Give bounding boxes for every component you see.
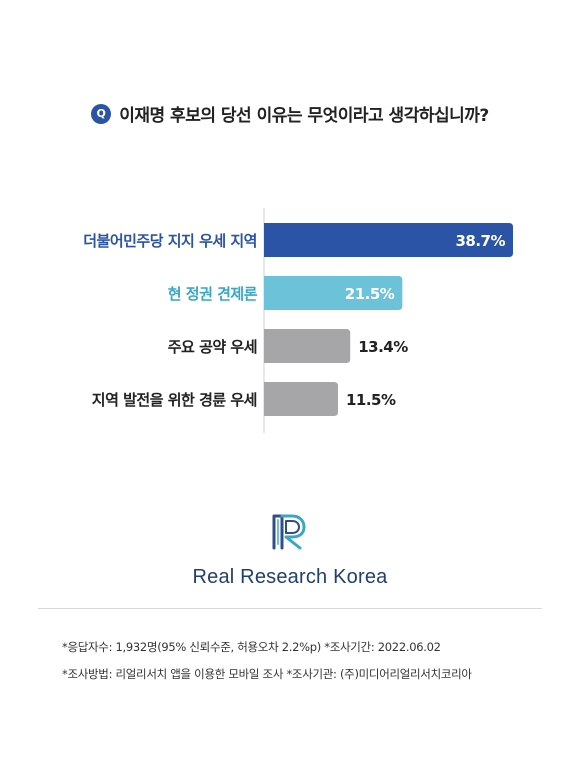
footnote-survey-method: *조사방법: 리얼리서치 앱을 이용한 모바일 조사 *조사기관: (주)미디어… xyxy=(62,667,472,681)
divider xyxy=(38,608,542,609)
value-label: 11.5% xyxy=(346,391,396,409)
bar xyxy=(264,276,403,310)
category-label: 지역 발전을 위한 경륜 우세 xyxy=(92,391,257,409)
brand-name: Real Research Korea xyxy=(192,566,388,588)
real-research-logo-icon xyxy=(272,514,306,550)
value-label: 21.5% xyxy=(345,285,395,303)
category-label: 현 정권 견제론 xyxy=(168,285,258,303)
footnote-survey-info: *응답자수: 1,932명(95% 신뢰수준, 허용오차 2.2%p) *조사기… xyxy=(62,640,441,654)
value-label: 38.7% xyxy=(455,232,505,250)
bar xyxy=(264,382,338,416)
question-badge: Q xyxy=(91,103,112,124)
category-label: 주요 공약 우세 xyxy=(168,338,257,356)
value-label: 13.4% xyxy=(358,338,408,356)
bar-chart: 더불어민주당 지지 우세 지역 38.7% 현 정권 견제론 21.5% 주요 공약 우… xyxy=(83,208,513,433)
bar xyxy=(264,223,513,257)
brand-logo: Real Research Korea xyxy=(0,512,580,589)
category-label: 더불어민주당 지지 우세 지역 xyxy=(83,232,257,250)
question-text: 이재명 후보의 당선 이유는 무엇이라고 생각하십니까? xyxy=(119,106,489,126)
question: Q 이재명 후보의 당선 이유는 무엇이라고 생각하십니까? xyxy=(0,101,580,126)
bar xyxy=(264,329,351,363)
